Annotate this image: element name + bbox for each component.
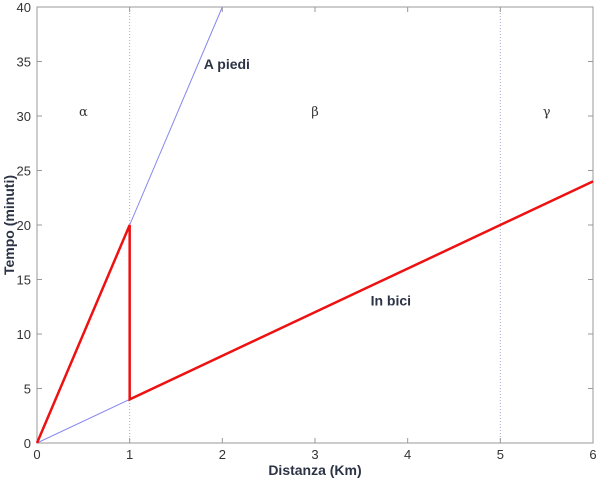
xtick-label: 0 [33,447,40,462]
xtick-label: 5 [497,447,504,462]
xtick-label: 4 [404,447,411,462]
ytick-label: 10 [17,327,31,342]
xtick-label: 1 [126,447,133,462]
xtick-label: 6 [589,447,596,462]
annotation: A piedi [204,56,250,72]
ytick-label: 30 [17,109,31,124]
ytick-label: 5 [24,382,31,397]
ytick-label: 15 [17,273,31,288]
xtick-label: 3 [311,447,318,462]
annotation: In bici [371,293,411,309]
ytick-label: 40 [17,0,31,15]
ytick-label: 35 [17,55,31,70]
x-axis-label: Distanza (Km) [268,462,361,478]
ytick-label: 20 [17,218,31,233]
plot-area [36,6,594,444]
ytick-label: 25 [17,164,31,179]
ytick-label: 0 [24,436,31,451]
annotation: α [79,105,88,120]
annotation: β [311,105,319,120]
series-line-2 [35,180,594,444]
annotation: γ [543,105,551,120]
y-axis-label: Tempo (minuti) [1,175,17,275]
xtick-label: 2 [219,447,226,462]
